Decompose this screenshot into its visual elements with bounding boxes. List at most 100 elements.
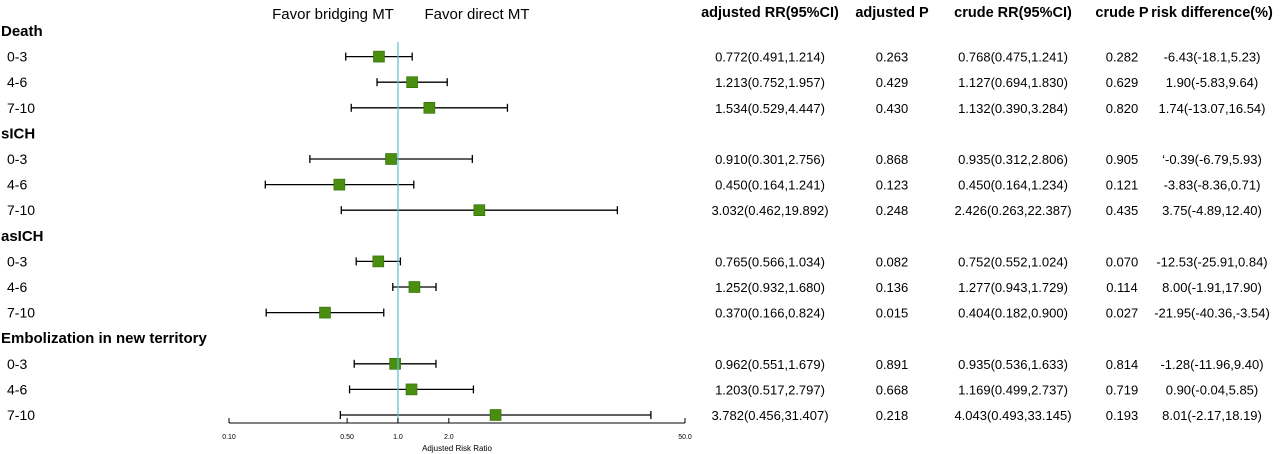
point-estimate-marker xyxy=(489,409,502,421)
point-estimate-marker xyxy=(423,102,436,114)
x-tick-label: 0.10 xyxy=(222,434,236,441)
column-header: crude P xyxy=(1095,5,1149,21)
crude-p-cell: 0.435 xyxy=(1106,203,1139,218)
point-estimate-marker xyxy=(373,50,385,63)
adjusted-rr-cell: 0.772(0.491,1.214) xyxy=(715,50,825,65)
x-tick-label: 50.0 xyxy=(678,434,692,441)
x-tick-label: 2.0 xyxy=(444,434,454,441)
crude-p-cell: 0.114 xyxy=(1106,280,1138,295)
crude-p-cell: 0.193 xyxy=(1106,408,1139,423)
point-estimate-marker xyxy=(406,76,418,88)
adjusted-p-cell: 0.218 xyxy=(876,408,909,423)
column-header: adjusted P xyxy=(855,5,929,21)
crude-p-cell: 0.121 xyxy=(1106,178,1139,193)
column-header: crude RR(95%CI) xyxy=(954,5,1072,21)
adjusted-p-cell: 0.136 xyxy=(876,280,909,295)
favor-right-label: Favor direct MT xyxy=(424,6,529,23)
column-header: adjusted RR(95%CI) xyxy=(701,5,839,21)
crude-rr-cell: 0.450(0.164,1.234) xyxy=(958,178,1068,193)
adjusted-rr-cell: 1.252(0.932,1.680) xyxy=(715,280,825,295)
favor-left-label: Favor bridging MT xyxy=(272,6,394,23)
crude-rr-cell: 0.768(0.475,1.241) xyxy=(958,50,1068,65)
crude-rr-cell: 0.752(0.552,1.024) xyxy=(958,254,1068,269)
row-label: 4-6 xyxy=(7,381,27,397)
point-estimate-marker xyxy=(405,383,418,396)
point-estimate-marker xyxy=(319,306,331,319)
adjusted-rr-cell: 3.032(0.462,19.892) xyxy=(711,203,828,218)
row-label: 4-6 xyxy=(7,279,27,295)
adjusted-p-cell: 0.015 xyxy=(876,306,909,321)
adjusted-p-cell: 0.082 xyxy=(876,254,909,269)
crude-rr-cell: 1.132(0.390,3.284) xyxy=(958,101,1068,116)
crude-p-cell: 0.905 xyxy=(1106,152,1139,167)
risk-difference-cell: 8.01(-2.17,18.19) xyxy=(1162,408,1262,423)
adjusted-p-cell: 0.123 xyxy=(876,178,909,193)
adjusted-rr-cell: 1.213(0.752,1.957) xyxy=(715,75,825,90)
crude-p-cell: 0.820 xyxy=(1106,101,1139,116)
row-label: 7-10 xyxy=(7,305,35,321)
adjusted-rr-cell: 1.203(0.517,2.797) xyxy=(715,382,825,397)
adjusted-p-cell: 0.891 xyxy=(876,357,909,372)
adjusted-rr-cell: 0.962(0.551,1.679) xyxy=(715,357,825,372)
adjusted-rr-cell: 1.534(0.529,4.447) xyxy=(715,101,825,116)
adjusted-p-cell: 0.248 xyxy=(876,203,909,218)
crude-rr-cell: 0.935(0.536,1.633) xyxy=(958,357,1068,372)
point-estimate-marker xyxy=(333,178,346,191)
row-label: 7-10 xyxy=(7,100,35,116)
point-estimate-marker xyxy=(408,281,421,293)
x-axis-label: Adjusted Risk Ratio xyxy=(422,444,492,453)
adjusted-p-cell: 0.263 xyxy=(876,50,909,65)
adjusted-p-cell: 0.430 xyxy=(876,101,909,116)
adjusted-rr-cell: 0.450(0.164,1.241) xyxy=(715,178,825,193)
group-label: Embolization in new territory xyxy=(1,330,208,347)
row-label: 7-10 xyxy=(7,407,35,423)
row-label: 0-3 xyxy=(7,151,27,167)
adjusted-rr-cell: 0.910(0.301,2.756) xyxy=(715,152,825,167)
risk-difference-cell: 8.00(-1.91,17.90) xyxy=(1162,280,1262,295)
crude-p-cell: 0.629 xyxy=(1106,75,1139,90)
crude-rr-cell: 0.935(0.312,2.806) xyxy=(958,152,1068,167)
row-label: 4-6 xyxy=(7,177,27,193)
x-tick-label: 0.50 xyxy=(340,434,354,441)
risk-difference-cell: 3.75(-4.89,12.40) xyxy=(1162,203,1262,218)
row-label: 4-6 xyxy=(7,74,27,90)
point-estimate-marker xyxy=(385,153,397,165)
risk-difference-cell: -1.28(-11.96,9.40) xyxy=(1160,357,1263,372)
column-header: risk difference(%) xyxy=(1151,5,1273,21)
row-label: 0-3 xyxy=(7,49,27,65)
risk-difference-cell: -21.95(-40.36,-3.54) xyxy=(1154,306,1270,321)
adjusted-rr-cell: 3.782(0.456,31.407) xyxy=(711,408,828,423)
crude-rr-cell: 2.426(0.263,22.387) xyxy=(954,203,1071,218)
crude-p-cell: 0.070 xyxy=(1106,254,1139,269)
risk-difference-cell: 1.74(-13.07,16.54) xyxy=(1159,101,1266,116)
adjusted-p-cell: 0.668 xyxy=(876,382,909,397)
point-estimate-marker xyxy=(372,255,385,268)
x-tick-label: 1.0 xyxy=(393,434,403,441)
crude-rr-cell: 1.277(0.943,1.729) xyxy=(958,280,1068,295)
crude-p-cell: 0.814 xyxy=(1106,357,1139,372)
group-label: Death xyxy=(1,23,43,40)
adjusted-p-cell: 0.868 xyxy=(876,152,909,167)
crude-rr-cell: 4.043(0.493,33.145) xyxy=(954,408,1071,423)
crude-p-cell: 0.282 xyxy=(1106,50,1139,65)
adjusted-rr-cell: 0.765(0.566,1.034) xyxy=(715,254,825,269)
row-label: 7-10 xyxy=(7,202,35,218)
crude-rr-cell: 1.127(0.694,1.830) xyxy=(958,75,1068,90)
risk-difference-cell: 1.90(-5.83,9.64) xyxy=(1166,75,1259,90)
risk-difference-cell: 0.90(-0.04,5.85) xyxy=(1166,382,1259,397)
row-label: 0-3 xyxy=(7,356,27,372)
group-label: asICH xyxy=(1,228,44,245)
adjusted-p-cell: 0.429 xyxy=(876,75,909,90)
risk-difference-cell: -3.83(-8.36,0.71) xyxy=(1164,178,1261,193)
crude-rr-cell: 0.404(0.182,0.900) xyxy=(958,306,1068,321)
adjusted-rr-cell: 0.370(0.166,0.824) xyxy=(715,306,825,321)
row-label: 0-3 xyxy=(7,253,27,269)
risk-difference-cell: -12.53(-25.91,0.84) xyxy=(1156,254,1267,269)
crude-p-cell: 0.719 xyxy=(1106,382,1139,397)
group-label: sICH xyxy=(1,125,35,142)
crude-rr-cell: 1.169(0.499,2.737) xyxy=(958,382,1068,397)
point-estimate-marker xyxy=(473,204,486,216)
risk-difference-cell: ‘-0.39(-6.79,5.93) xyxy=(1162,152,1262,167)
crude-p-cell: 0.027 xyxy=(1106,306,1139,321)
